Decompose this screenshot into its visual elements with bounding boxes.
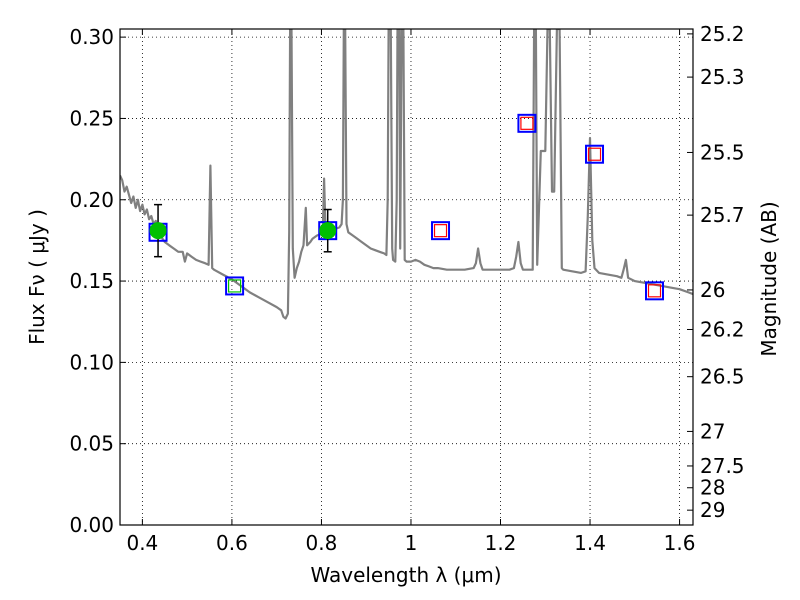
- sed-model-line: [120, 29, 693, 320]
- model-band-square: [225, 276, 245, 296]
- upper-limits-marker: [587, 147, 602, 161]
- x-tick-label: 0.8: [306, 531, 338, 555]
- x-tick-label: 1.4: [574, 531, 606, 555]
- y-tick-label: 0.25: [69, 106, 114, 130]
- x-tick-label: 0.6: [216, 531, 248, 555]
- y-tick-label: 0.00: [69, 513, 114, 537]
- y-tick-label: 0.05: [69, 432, 114, 456]
- model-band-square: [517, 113, 537, 133]
- x-tick-label: 1: [405, 531, 418, 555]
- y-tick-label: 0.20: [69, 188, 114, 212]
- upper-limits-marker: [647, 284, 662, 298]
- model-band-square: [645, 281, 665, 301]
- mag-tick-label: 26.5: [700, 365, 745, 389]
- mag-tick-label: 26.2: [700, 317, 745, 341]
- mag-tick-label: 27.5: [700, 454, 745, 478]
- x-tick-label: 1.6: [664, 531, 696, 555]
- mag-tick-label: 27: [700, 419, 725, 443]
- mag-tick-label: 25.2: [700, 22, 745, 46]
- mag-tick-label: 25.5: [700, 140, 745, 164]
- mag-tick-label: 25.7: [700, 203, 745, 227]
- mag-tick-label: 25.3: [700, 65, 745, 89]
- observed-point: [319, 222, 337, 240]
- detections-marker: [228, 279, 242, 293]
- x-tick-label: 0.4: [126, 531, 158, 555]
- y-tick-label: 0.15: [69, 269, 114, 293]
- mag-tick-label: 26: [700, 278, 725, 302]
- series-layer: [120, 29, 693, 320]
- model-band-square: [431, 221, 451, 241]
- x-axis-label: Wavelength λ (μm): [310, 563, 501, 587]
- mag-tick-label: 29: [700, 498, 725, 522]
- x-tick-label: 1.2: [485, 531, 517, 555]
- mag-tick-label: 28: [700, 476, 725, 500]
- ticks-layer: 0.4 0.6 0.8 1 1.2 1.4 1.6 0.00 0.05 0.10 0.15 0.20 0…: [69, 22, 744, 555]
- upper-limits-marker: [433, 224, 448, 238]
- y-tick-label: 0.30: [69, 25, 114, 49]
- y-axis-label: Flux Fν ( μJy ): [25, 209, 49, 345]
- grid: [120, 29, 693, 526]
- observed-point: [149, 222, 167, 240]
- upper-limits-marker: [520, 116, 534, 130]
- model-band-square: [585, 144, 605, 164]
- plot-frame: [119, 28, 694, 526]
- y-tick-label: 0.10: [69, 350, 114, 374]
- y-axis-right-label: Magnitude (AB): [757, 201, 781, 356]
